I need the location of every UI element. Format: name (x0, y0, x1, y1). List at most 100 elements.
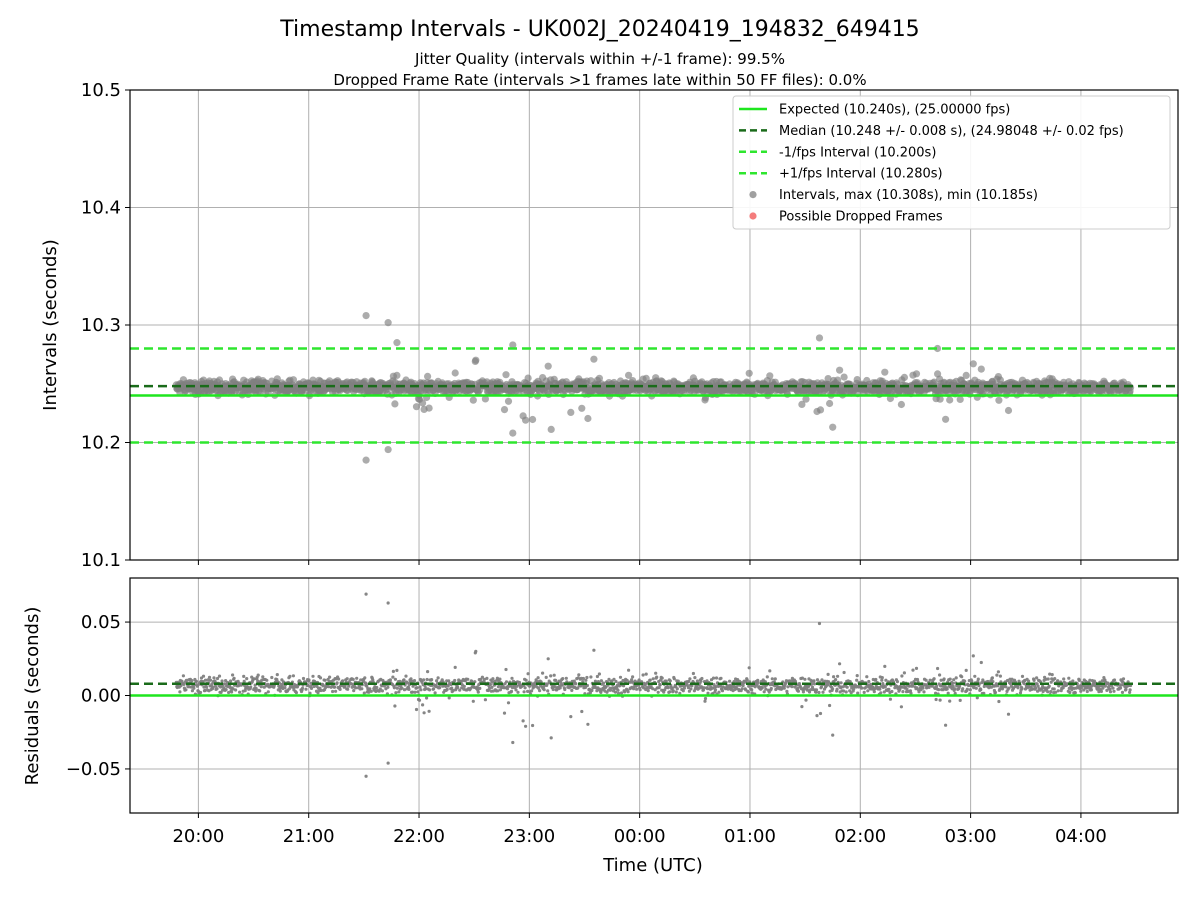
data-point (1124, 687, 1128, 692)
data-point (1128, 690, 1132, 695)
data-point (785, 689, 789, 694)
data-point (505, 687, 510, 691)
data-point (682, 686, 687, 690)
data-point (504, 667, 508, 672)
data-point (815, 334, 824, 342)
data-point (674, 690, 678, 694)
data-point (948, 677, 952, 681)
data-point (400, 686, 404, 690)
data-point (786, 685, 790, 689)
data-point (998, 674, 1003, 678)
data-point (365, 684, 369, 688)
data-point (398, 679, 402, 683)
data-point (414, 707, 419, 712)
data-point (488, 682, 492, 687)
data-point (982, 691, 986, 696)
data-point (829, 423, 837, 431)
data-point (946, 691, 950, 695)
data-point (509, 689, 514, 694)
data-point (836, 674, 840, 678)
data-point (932, 677, 936, 681)
data-point (506, 701, 511, 705)
data-point (1084, 679, 1088, 683)
data-point (1016, 686, 1020, 690)
data-point (691, 671, 696, 676)
data-point (614, 679, 618, 684)
legend-marker (749, 191, 757, 199)
data-point (393, 704, 397, 708)
data-point (528, 684, 532, 688)
data-point (741, 684, 745, 688)
y-tick-label: 10.5 (81, 80, 121, 101)
data-point (816, 406, 825, 414)
data-point (368, 687, 372, 691)
data-point (544, 675, 548, 680)
data-point (745, 678, 749, 682)
data-point (311, 674, 315, 678)
data-point (275, 673, 279, 677)
data-point (660, 676, 664, 680)
data-point (554, 678, 558, 683)
data-point (231, 673, 235, 677)
data-point (1089, 688, 1093, 692)
data-point (664, 679, 668, 683)
data-point (552, 673, 556, 677)
data-point (627, 668, 631, 672)
data-point (909, 691, 913, 695)
data-point (874, 677, 878, 682)
data-point (254, 686, 258, 691)
data-point (845, 685, 849, 689)
data-point (880, 676, 884, 680)
data-point (976, 679, 980, 684)
data-point (899, 705, 904, 709)
data-point (977, 365, 985, 373)
data-point (393, 339, 401, 347)
data-point (681, 689, 685, 693)
data-point (535, 679, 539, 683)
data-point (516, 690, 520, 694)
data-point (242, 679, 246, 684)
data-point (207, 675, 212, 679)
data-point (230, 690, 234, 694)
data-point (451, 688, 455, 693)
data-point (500, 406, 509, 414)
data-point (259, 685, 263, 689)
legend-marker (749, 212, 757, 220)
data-point (599, 679, 604, 683)
intervals-panel: 10.1 10.2 10.3 10.4 10.5 (81, 80, 1179, 571)
data-point (728, 679, 732, 683)
data-point (234, 688, 238, 692)
data-point (938, 673, 942, 677)
data-point (945, 687, 949, 691)
data-point (824, 375, 832, 383)
x-tick-label: 23:00 (503, 826, 555, 847)
chart-title: Timestamp Intervals - UK002J_20240419_19… (279, 17, 919, 42)
data-point (687, 689, 692, 693)
data-point (220, 679, 224, 683)
data-point (184, 688, 188, 692)
data-point (867, 679, 871, 684)
data-point (934, 691, 938, 695)
data-point (238, 690, 242, 694)
data-point (784, 681, 788, 685)
data-point (1005, 678, 1010, 683)
data-point (577, 673, 581, 677)
data-point (631, 675, 635, 679)
data-point (819, 685, 824, 689)
data-point (422, 678, 426, 682)
data-point (224, 688, 228, 692)
data-point (995, 396, 1003, 404)
data-point (367, 690, 371, 694)
data-point (782, 686, 786, 690)
data-point (1047, 684, 1051, 688)
data-point (291, 674, 295, 678)
data-point (479, 677, 483, 682)
data-point (181, 674, 185, 678)
data-point (890, 689, 894, 694)
data-point (887, 687, 891, 692)
data-point (490, 685, 494, 690)
data-point (201, 674, 206, 678)
data-point (393, 371, 401, 379)
data-point (687, 679, 691, 684)
residuals-panel: −0.05 0.00 0.05 20:00 21:00 22:00 23:00 00:00 01… (66, 577, 1179, 847)
